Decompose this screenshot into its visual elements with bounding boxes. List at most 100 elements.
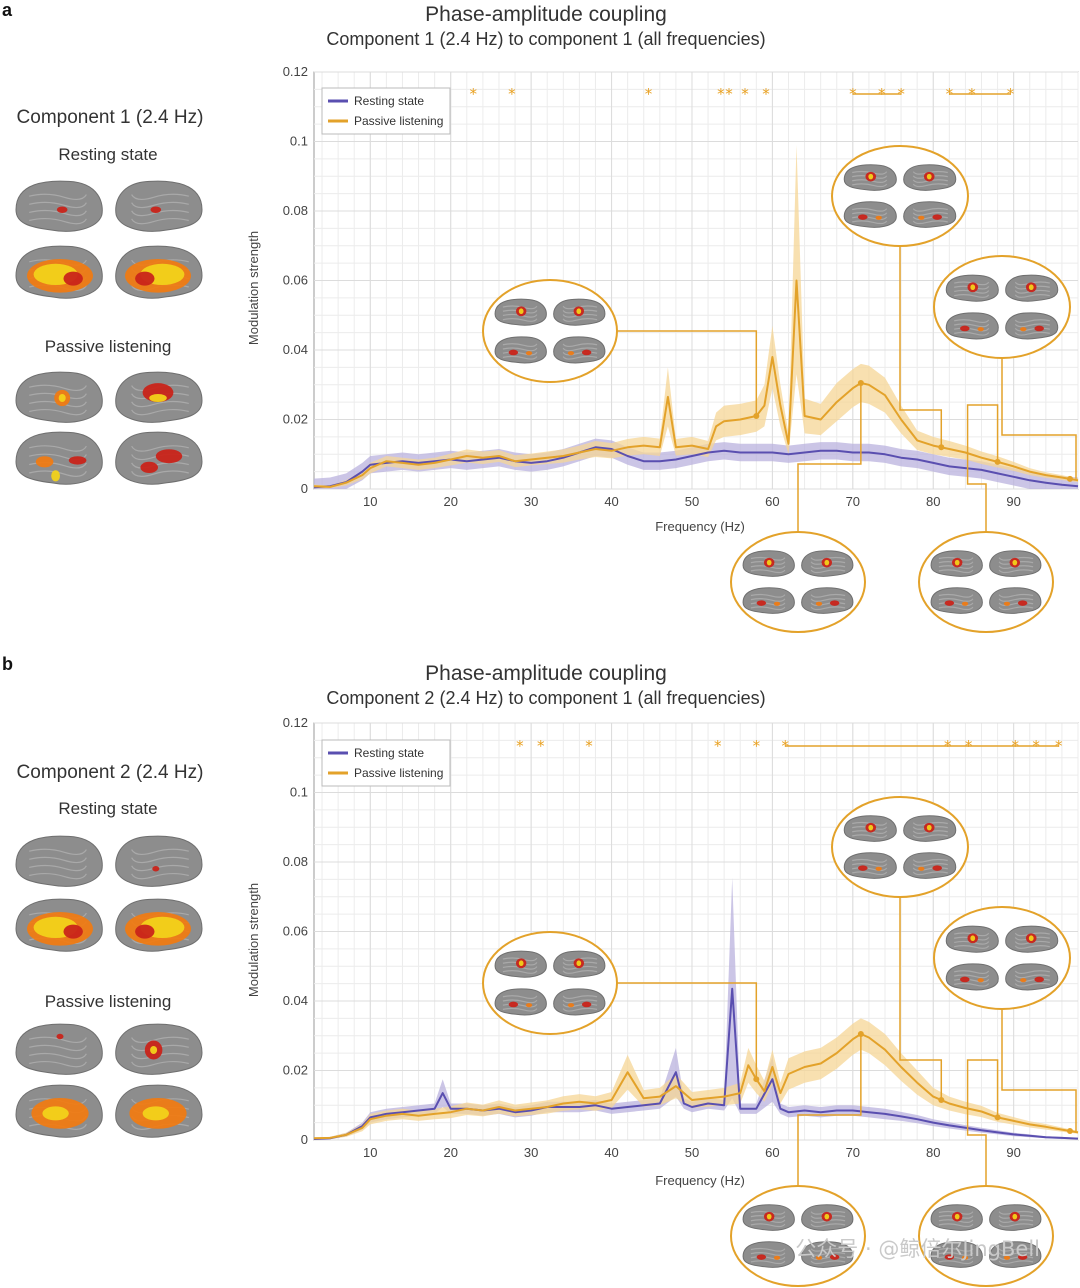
callout-brain-lateral [945,925,999,953]
brain-sulcus [912,220,948,225]
activation-blob [977,327,984,332]
brain-passive-left-lateral [15,1023,103,1075]
callout-brain-medial [930,587,983,614]
activation-blob [1020,327,1027,332]
callout-connector [617,982,758,1080]
brain-hemisphere [1005,963,1059,991]
brain-sulcus [954,319,990,324]
brain-sulcus [852,212,888,216]
callout-connector [899,246,943,448]
activation-blob [824,1213,830,1220]
brain-sulcus [1014,323,1050,328]
brain-sulcus [502,995,538,1000]
activation-blob [868,173,874,180]
activation-blob [926,173,932,180]
callout-brain-medial [553,988,606,1016]
activation-blob [56,206,68,213]
brain-sulcus [998,598,1034,602]
activation-blob [944,600,955,606]
brain-sulcus [750,1260,786,1265]
brain-sulcus [562,343,598,348]
brain-hemisphere [903,201,957,228]
callout-connectors [617,897,1077,1186]
x-tick-label: 80 [926,494,940,509]
y-axis-label: Modulation strength [246,883,261,997]
brain-callout-bubble [482,279,618,383]
legend-label-passive: Passive listening [354,766,443,780]
brain-sulcus [502,313,538,318]
significance-star: * [944,737,952,755]
y-tick-label: 0.06 [283,273,308,288]
callout-brain-lateral [903,164,957,191]
brain-hemisphere [15,835,103,887]
brain-sulcus [1014,970,1050,975]
callout-connector [797,1034,862,1186]
brain-hemisphere [945,312,999,340]
brain-sulcus [29,201,87,209]
watermark: 公众号 · @鲸倍尔JingBell [795,1237,1040,1261]
callout-point [994,1114,1001,1121]
callout-point [994,458,1001,465]
callout-brain-lateral [801,1204,854,1231]
callout-ellipse [482,279,618,383]
callout-brain-lateral [742,1204,795,1231]
y-tick-label: 0.08 [283,203,308,218]
x-tick-label: 90 [1006,1145,1020,1160]
significance-star: * [1055,737,1063,755]
series-line-resting [313,987,1079,1140]
y-tick-label: 0.02 [283,412,308,427]
brain-sulcus [810,606,846,611]
activation-blob [918,215,925,220]
brain-sulcus [938,1260,974,1265]
y-tick-label: 0 [301,481,308,496]
brain-sulcus [502,343,538,348]
brain-sulcus [938,1247,974,1252]
x-tick-label: 80 [926,1145,940,1160]
brain-sulcus [998,565,1034,569]
activation-blob [1020,978,1027,983]
brain-hemisphere [843,201,897,228]
activation-blob [766,559,772,566]
brain-sulcus [750,565,786,569]
brain-sulcus [502,965,538,970]
rest-label-a: Resting state [58,145,157,164]
brain-hemisphere [494,988,547,1016]
y-tick-label: 0.12 [283,64,308,79]
brain-sulcus [912,179,948,183]
callout-brain-medial [742,1241,795,1268]
x-axis-label: Frequency (Hz) [655,519,745,534]
chart-b: Phase-amplitude coupling Component 2 (2.… [246,662,1079,1287]
activation-blob [135,924,155,939]
callout-ellipse [482,931,618,1035]
brain-sulcus [131,409,189,416]
side-brain-maps [15,180,203,1138]
y-tick-label: 0.04 [283,342,308,357]
callout-connector [1001,358,1077,479]
callout-connector [797,383,862,532]
brain-sulcus [852,183,888,188]
series-band-resting [314,438,1078,489]
brain-sulcus [954,974,990,979]
brain-sulcus [29,1036,87,1044]
significance-star: * [585,737,593,755]
brain-sulcus [998,1219,1034,1223]
brain-sulcus [938,606,974,611]
brain-sulcus [1014,289,1050,294]
activation-blob [824,559,830,566]
significance-star: * [645,85,653,103]
y-axis-label: Modulation strength [246,231,261,345]
brain-sulcus [998,1247,1034,1252]
brain-passive-right-lateral [115,371,203,423]
activation-blob [518,308,524,315]
brain-sulcus [998,593,1034,598]
brain-hemisphere [115,835,203,887]
brain-sulcus [998,1260,1034,1265]
activation-blob [525,351,533,356]
x-tick-label: 70 [846,1145,860,1160]
x-axis-label: Frequency (Hz) [655,1173,745,1188]
activation-blob [829,600,840,606]
brain-sulcus [562,313,598,318]
callout-brain-lateral [553,950,606,978]
brain-callout-bubble [918,1185,1054,1287]
callout-brain-medial [494,336,547,364]
